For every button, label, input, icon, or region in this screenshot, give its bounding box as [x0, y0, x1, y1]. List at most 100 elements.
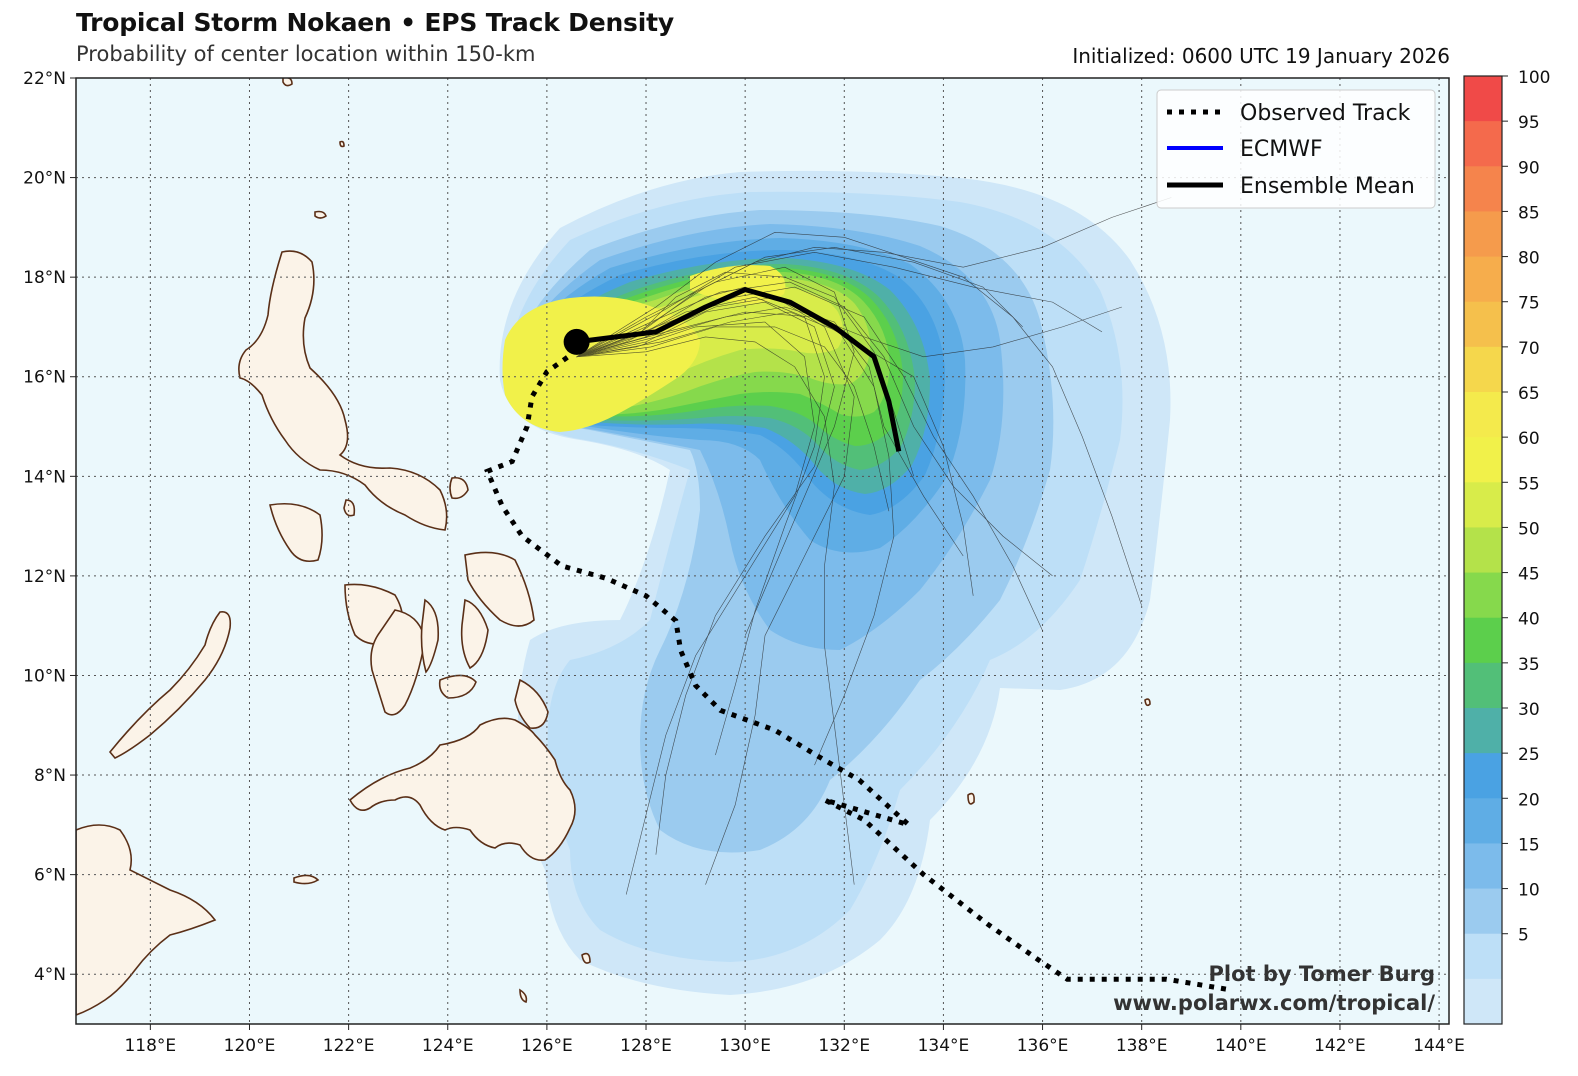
lon-tick-label: 144°E: [1413, 1036, 1465, 1056]
legend-mean-label: Ensemble Mean: [1240, 174, 1415, 199]
ensemble-mean-line: [576, 287, 902, 452]
colorbar-bin: [1464, 978, 1502, 1025]
lon-tick-label: 132°E: [818, 1036, 870, 1056]
lat-tick-label: 18°N: [23, 268, 66, 288]
colorbar-bin: [1464, 346, 1502, 393]
colorbar-label: 55: [1518, 474, 1540, 494]
colorbar: [1464, 76, 1502, 1025]
lat-tick-label: 10°N: [23, 666, 66, 686]
lat-tick-label: 8°N: [34, 766, 66, 786]
legend-observed-label: Observed Track: [1240, 101, 1411, 126]
colorbar-bin: [1464, 527, 1502, 574]
ensemble-member-track: [576, 311, 895, 766]
ensemble-member-track: [576, 266, 855, 636]
colorbar-label: 10: [1518, 881, 1540, 901]
mindanao-east: [514, 678, 549, 729]
colorbar-label: 95: [1518, 113, 1540, 133]
palawan-island: [108, 611, 232, 759]
land: [76, 78, 1151, 1016]
current-position-marker: [563, 328, 590, 355]
colorbar-label: 45: [1518, 565, 1540, 585]
observed-track-line: [484, 352, 1227, 992]
palau-island: [967, 792, 975, 805]
legend: Observed Track ECMWF Ensemble Mean: [1156, 89, 1436, 209]
lon-tick-label: 128°E: [620, 1036, 672, 1056]
colorbar-bin: [1464, 256, 1502, 303]
colorbar-bin: [1464, 76, 1502, 122]
ensemble-member-track: [576, 231, 1142, 606]
map-subtitle: Probability of center location within 15…: [76, 42, 536, 66]
colorbar-bin: [1464, 753, 1502, 799]
lon-tick-label: 122°E: [323, 1036, 375, 1056]
colorbar-label: 65: [1518, 384, 1540, 404]
colorbar-bin: [1464, 843, 1502, 890]
lon-tick-label: 134°E: [918, 1036, 970, 1056]
colorbar-bin: [1464, 888, 1502, 935]
small-island-2: [339, 140, 345, 148]
colorbar-label: 85: [1518, 203, 1540, 223]
ensemble-member-track: [576, 326, 890, 512]
ensemble-member-track: [576, 296, 855, 885]
colorbar-label: 20: [1518, 790, 1540, 810]
ensemble-member-track: [576, 336, 855, 885]
colorbar-bin: [1464, 798, 1502, 845]
colorbar-label: 75: [1518, 294, 1540, 314]
colorbar-bin: [1464, 482, 1502, 529]
lon-tick-label: 118°E: [124, 1036, 176, 1056]
colorbar-label: 35: [1518, 655, 1540, 675]
colorbar-frame: [1463, 75, 1503, 1025]
samar-island: [464, 551, 535, 627]
lon-tick-label: 140°E: [1215, 1036, 1267, 1056]
lat-tick-label: 22°N: [23, 69, 66, 89]
lat-tick-label: 16°N: [23, 368, 66, 388]
babuyan-islands: [314, 210, 327, 219]
lon-tick-label: 142°E: [1314, 1036, 1366, 1056]
init-time: Initialized: 0600 UTC 19 January 2026: [1072, 44, 1450, 68]
gridlines: [76, 78, 1449, 1024]
credit-url: www.polarwx.com/tropical/: [1113, 991, 1435, 1015]
map-title: Tropical Storm Nokaen • EPS Track Densit…: [76, 8, 674, 37]
colorbar-label: 15: [1518, 835, 1540, 855]
luzon-island: [238, 250, 448, 531]
colorbar-bin: [1464, 617, 1502, 664]
lon-tick-label: 138°E: [1116, 1036, 1168, 1056]
small-island-1: [1144, 698, 1151, 707]
leyte-island: [460, 598, 489, 670]
lon-tick-label: 120°E: [224, 1036, 276, 1056]
ensemble-member-track: [576, 321, 815, 895]
lat-tick-label: 20°N: [23, 169, 66, 189]
ensemble-member-track: [576, 296, 825, 756]
lat-tick-label: 4°N: [34, 965, 66, 985]
legend-ecmwf-label: ECMWF: [1240, 137, 1323, 162]
colorbar-bin: [1464, 933, 1502, 980]
ensemble-member-track: [576, 306, 1122, 358]
lat-tick-label: 12°N: [23, 567, 66, 587]
ensemble-member-track: [576, 251, 1103, 358]
catanduanes-island: [449, 476, 469, 500]
ensemble-member-track: [576, 306, 964, 557]
colorbar-bin: [1464, 301, 1502, 348]
borneo-island: [76, 824, 217, 1016]
latitude-ticks: 22°N 20°N 18°N 16°N 14°N 12°N 10°N 8°N 6°N 4°N: [23, 69, 76, 985]
colorbar-label: 40: [1518, 610, 1540, 630]
density-field: [499, 170, 1171, 995]
cebu-island: [420, 598, 440, 674]
mindoro-island: [269, 502, 323, 563]
colorbar-labels: 100 95 90 85 80 75 70 65 60 55 50 45 40 35 30 25 20 15 10 5: [1502, 68, 1550, 946]
mindanao-island: [348, 717, 576, 862]
mindoro-small: [343, 499, 356, 517]
lon-tick-label: 126°E: [521, 1036, 573, 1056]
lon-tick-label: 124°E: [422, 1036, 474, 1056]
longitude-ticks: 118°E 120°E 122°E 124°E 126°E 128°E 130°E 132°E…: [124, 1024, 1465, 1056]
colorbar-bin: [1464, 211, 1502, 258]
small-island-3: [282, 78, 293, 87]
ensemble-member-track: [576, 197, 1172, 358]
lat-tick-label: 6°N: [34, 866, 66, 886]
colorbar-label: 25: [1518, 745, 1540, 765]
colorbar-label: 50: [1518, 519, 1540, 539]
colorbar-bin: [1464, 121, 1502, 167]
ensemble-member-track: [576, 281, 1053, 577]
colorbar-bin: [1464, 437, 1502, 483]
sulu-island: [293, 874, 320, 885]
